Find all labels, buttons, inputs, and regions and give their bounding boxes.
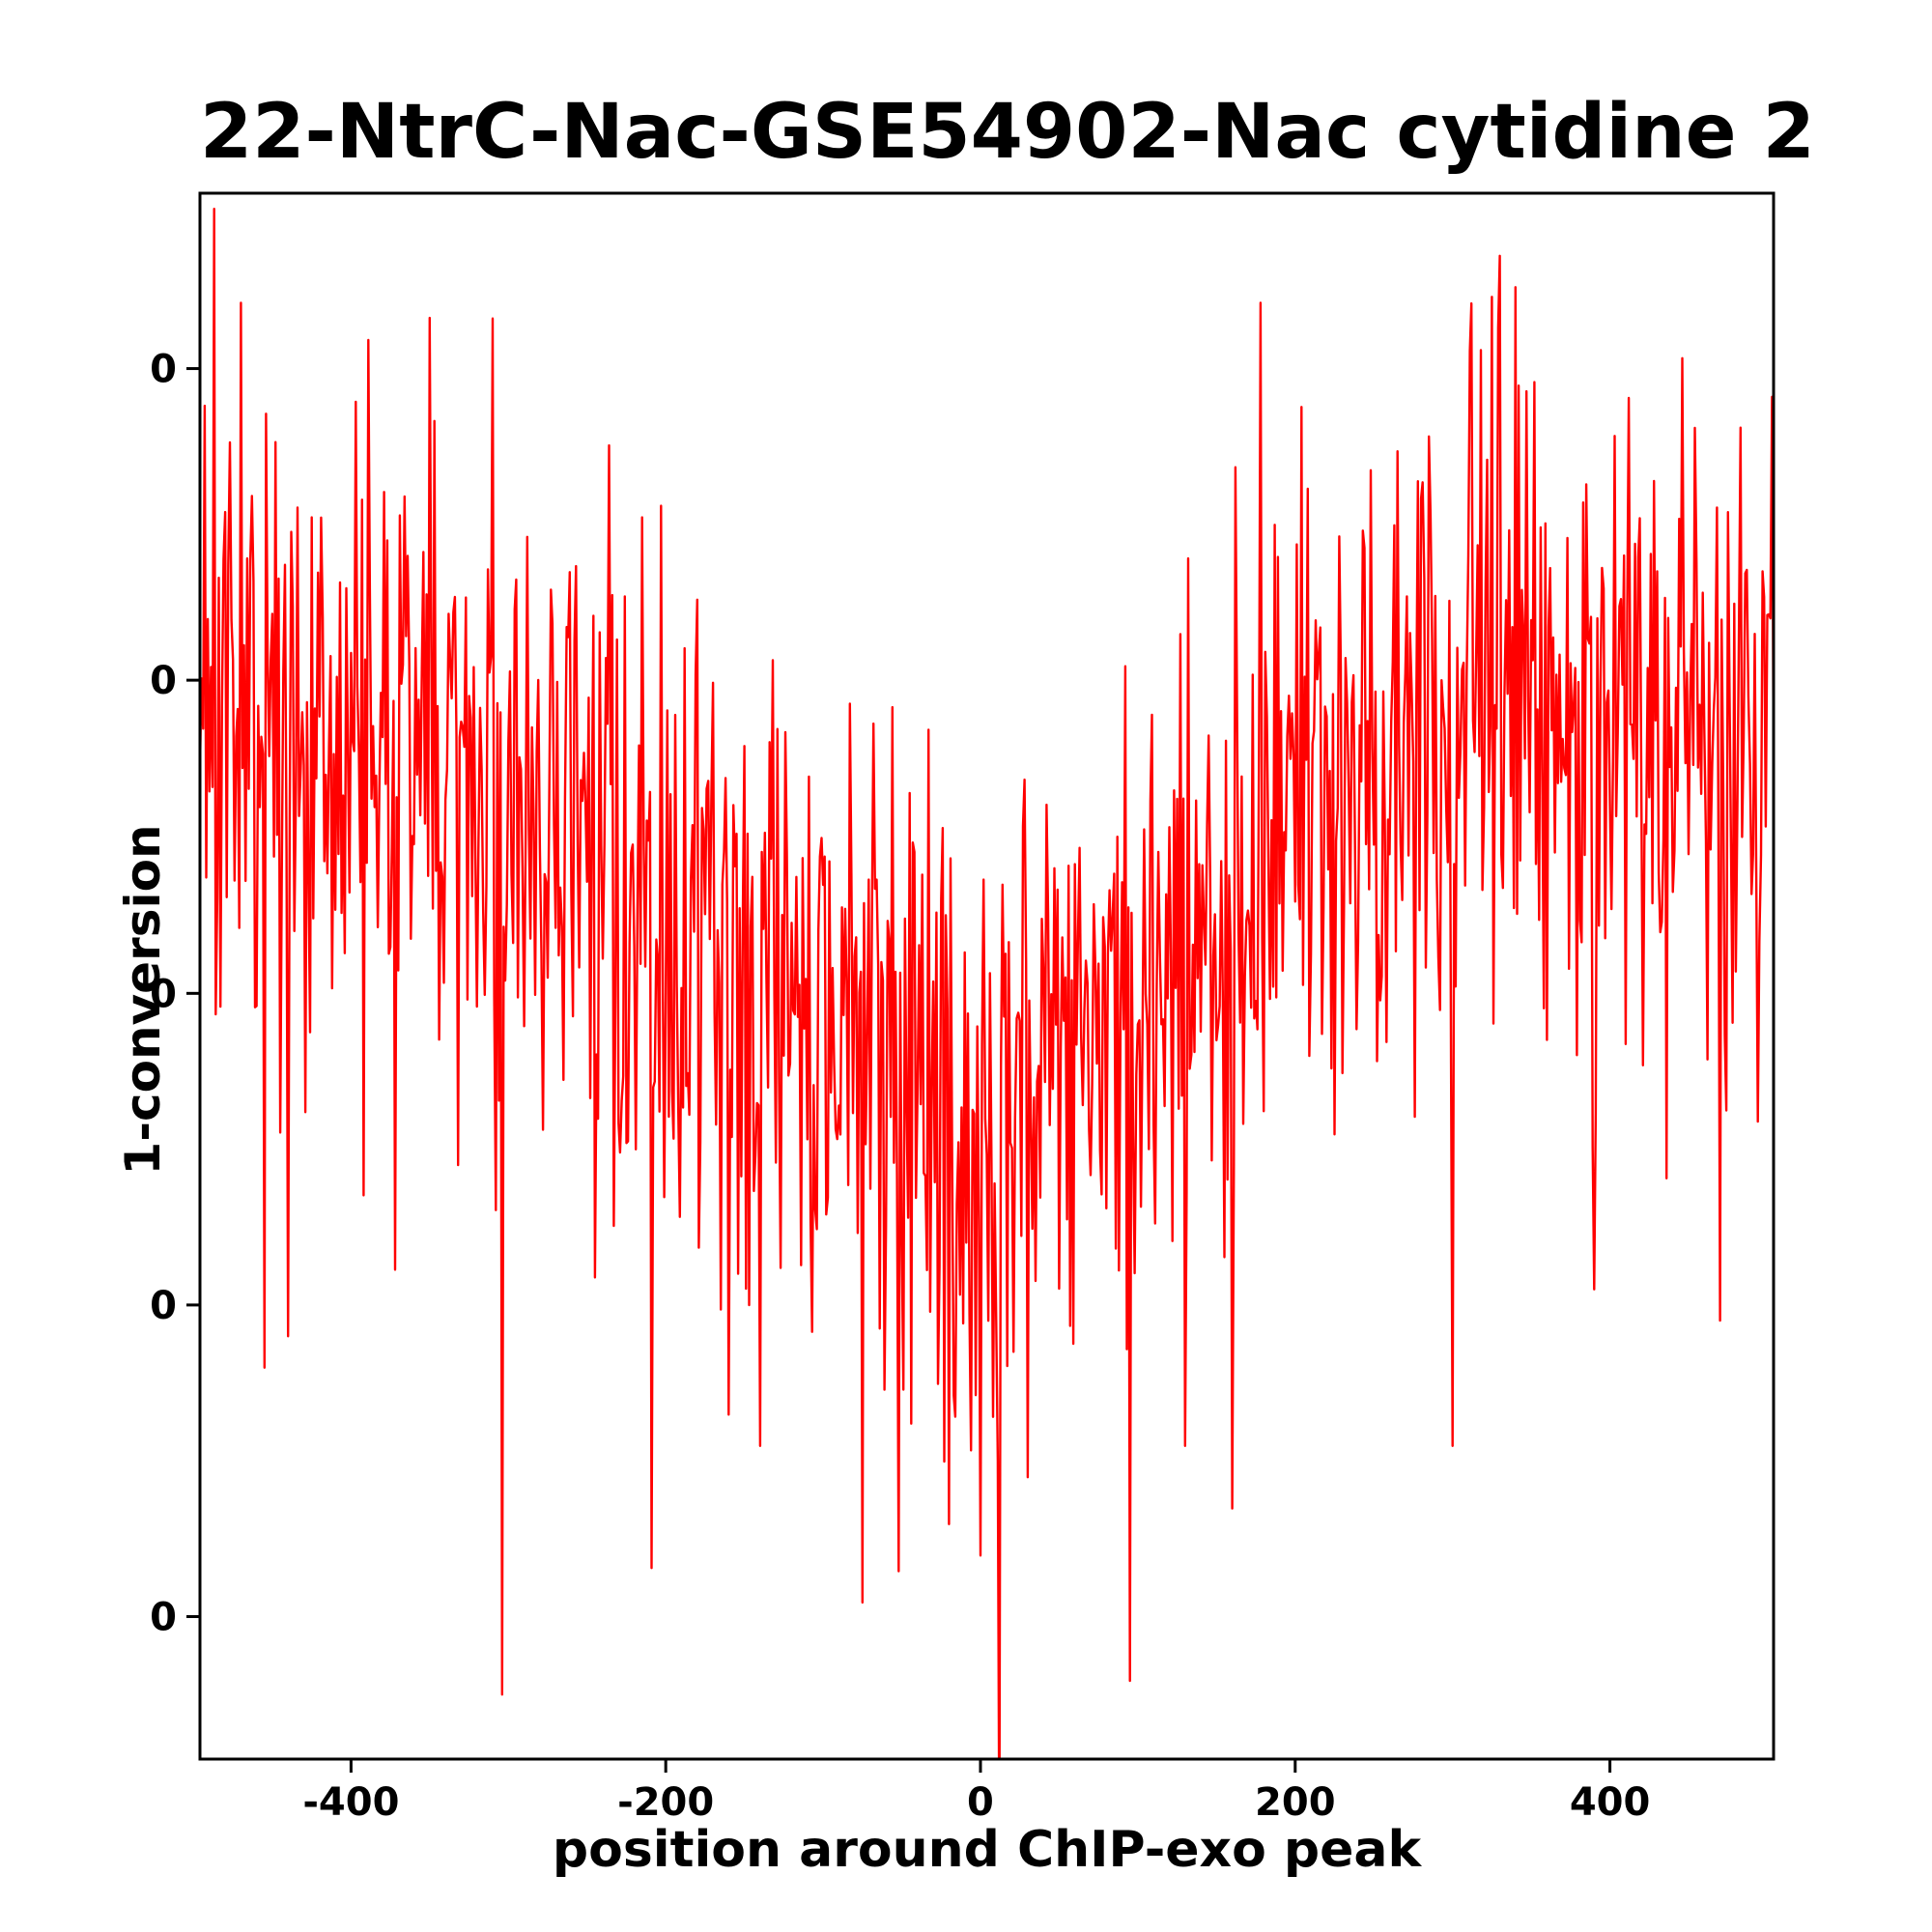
x-tick-label: -200 [617, 1780, 714, 1825]
y-tick-label: 0 [150, 1284, 177, 1328]
chart-title: 22-NtrC-Nac-GSE54902-Nac cytidine 2 [200, 89, 1815, 176]
y-tick-label: 0 [150, 659, 177, 703]
plot-area [200, 193, 1774, 1759]
x-tick-label: -400 [302, 1780, 399, 1825]
y-tick-label: 0 [150, 1595, 177, 1639]
data-series-line [200, 207, 1774, 1759]
axes-border [198, 191, 1776, 1761]
y-tick-label: 0 [150, 972, 177, 1016]
x-tick-label: 400 [1570, 1780, 1651, 1825]
x-axis-label: position around ChIP-exo peak [552, 1821, 1422, 1879]
x-tick-label: 0 [967, 1780, 994, 1825]
x-tick-label: 200 [1255, 1780, 1336, 1825]
y-axis-label: 1-conversion [115, 824, 171, 1176]
y-tick-label: 0 [150, 348, 177, 392]
